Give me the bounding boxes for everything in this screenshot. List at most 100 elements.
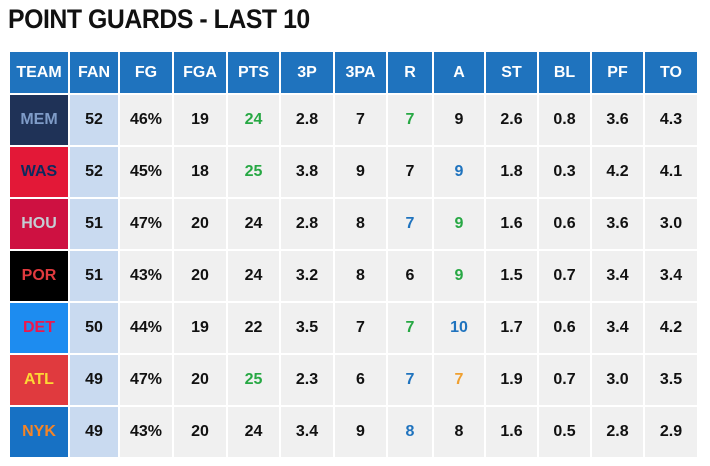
stat-cell: 1.6	[484, 197, 539, 251]
row: HOU 51 47% 20 24 2.8 8 7 9 1.6 0.6 3.6 3.0	[8, 197, 699, 251]
stat-cell: 4.2	[643, 301, 699, 355]
stat-cell: 8	[333, 249, 388, 303]
stat-cell: 7	[432, 353, 486, 407]
stat-cell: 18	[172, 145, 228, 199]
stat-cell: 25	[226, 145, 281, 199]
stat-cell: 2.9	[643, 405, 699, 459]
stat-cell: 1.7	[484, 301, 539, 355]
header-cell: TEAM	[8, 50, 70, 95]
stat-cell: 19	[172, 93, 228, 147]
stat-cell: 52	[68, 93, 120, 147]
team-cell: WAS	[8, 145, 70, 199]
stat-cell: 2.8	[279, 197, 335, 251]
stat-cell: 4.1	[643, 145, 699, 199]
stat-cell: 20	[172, 353, 228, 407]
stat-cell: 7	[333, 93, 388, 147]
stat-cell: 46%	[118, 93, 174, 147]
stat-cell: 9	[432, 197, 486, 251]
stat-cell: 7	[333, 301, 388, 355]
header-cell: ST	[484, 50, 539, 95]
stat-cell: 0.5	[537, 405, 592, 459]
stat-cell: 2.6	[484, 93, 539, 147]
stat-cell: 0.7	[537, 249, 592, 303]
stat-cell: 19	[172, 301, 228, 355]
header-cell: TO	[643, 50, 699, 95]
header-cell: FGA	[172, 50, 228, 95]
row: ATL 49 47% 20 25 2.3 6 7 7 1.9 0.7 3.0 3.5	[8, 353, 699, 407]
stat-cell: 0.3	[537, 145, 592, 199]
stat-cell: 51	[68, 249, 120, 303]
stat-cell: 3.8	[279, 145, 335, 199]
stat-cell: 52	[68, 145, 120, 199]
stat-cell: 7	[386, 301, 434, 355]
stat-cell: 8	[333, 197, 388, 251]
stat-cell: 10	[432, 301, 486, 355]
stat-cell: 20	[172, 197, 228, 251]
stat-cell: 43%	[118, 249, 174, 303]
stat-cell: 24	[226, 405, 281, 459]
stat-cell: 3.5	[643, 353, 699, 407]
stat-cell: 9	[333, 405, 388, 459]
stat-cell: 9	[333, 145, 388, 199]
row: DET 50 44% 19 22 3.5 7 7 10 1.7 0.6 3.4 4.2	[8, 301, 699, 355]
stat-cell: 3.4	[590, 301, 645, 355]
team-cell: NYK	[8, 405, 70, 459]
header-cell: PF	[590, 50, 645, 95]
title: POINT GUARDS - LAST 10	[8, 4, 310, 34]
stat-cell: 7	[386, 93, 434, 147]
stat-cell: 24	[226, 93, 281, 147]
stat-cell: 20	[172, 405, 228, 459]
stat-cell: 1.6	[484, 405, 539, 459]
stat-cell: 2.8	[590, 405, 645, 459]
stat-cell: 3.2	[279, 249, 335, 303]
header-row: TEAM FAN FG FGA PTS 3P 3PA R A ST BL PF TO	[8, 50, 699, 95]
stat-cell: 44%	[118, 301, 174, 355]
stat-cell: 50	[68, 301, 120, 355]
stat-cell: 25	[226, 353, 281, 407]
stat-cell: 0.8	[537, 93, 592, 147]
header-cell: A	[432, 50, 486, 95]
stat-cell: 7	[386, 197, 434, 251]
stat-cell: 2.8	[279, 93, 335, 147]
stat-cell: 8	[386, 405, 434, 459]
team-cell: ATL	[8, 353, 70, 407]
stats-table: TEAM FAN FG FGA PTS 3P 3PA R A ST BL PF TO MEM 52 46% 1…	[8, 50, 699, 459]
stat-cell: 3.4	[643, 249, 699, 303]
stat-cell: 1.8	[484, 145, 539, 199]
row: MEM 52 46% 19 24 2.8 7 7 9 2.6 0.8 3.6 4.3	[8, 93, 699, 147]
stat-cell: 22	[226, 301, 281, 355]
stat-cell: 8	[432, 405, 486, 459]
stat-cell: 0.6	[537, 301, 592, 355]
stat-cell: 47%	[118, 353, 174, 407]
stat-cell: 7	[386, 145, 434, 199]
header-cell: FG	[118, 50, 174, 95]
stat-cell: 24	[226, 197, 281, 251]
header-cell: PTS	[226, 50, 281, 95]
team-cell: POR	[8, 249, 70, 303]
header-cell: FAN	[68, 50, 120, 95]
team-cell: DET	[8, 301, 70, 355]
stat-cell: 51	[68, 197, 120, 251]
row: WAS 52 45% 18 25 3.8 9 7 9 1.8 0.3 4.2 4.1	[8, 145, 699, 199]
stat-cell: 0.6	[537, 197, 592, 251]
stat-cell: 4.2	[590, 145, 645, 199]
row: NYK 49 43% 20 24 3.4 9 8 8 1.6 0.5 2.8 2.9	[8, 405, 699, 459]
team-cell: HOU	[8, 197, 70, 251]
stat-cell: 20	[172, 249, 228, 303]
stat-cell: 7	[386, 353, 434, 407]
stat-cell: 2.3	[279, 353, 335, 407]
header-cell: R	[386, 50, 434, 95]
stat-cell: 6	[333, 353, 388, 407]
stat-cell: 3.0	[590, 353, 645, 407]
team-cell: MEM	[8, 93, 70, 147]
stat-cell: 45%	[118, 145, 174, 199]
stat-cell: 49	[68, 353, 120, 407]
stat-cell: 3.5	[279, 301, 335, 355]
stat-cell: 3.4	[590, 249, 645, 303]
header-cell: 3P	[279, 50, 335, 95]
stat-cell: 1.5	[484, 249, 539, 303]
stat-cell: 3.0	[643, 197, 699, 251]
stat-cell: 3.6	[590, 197, 645, 251]
stat-cell: 0.7	[537, 353, 592, 407]
